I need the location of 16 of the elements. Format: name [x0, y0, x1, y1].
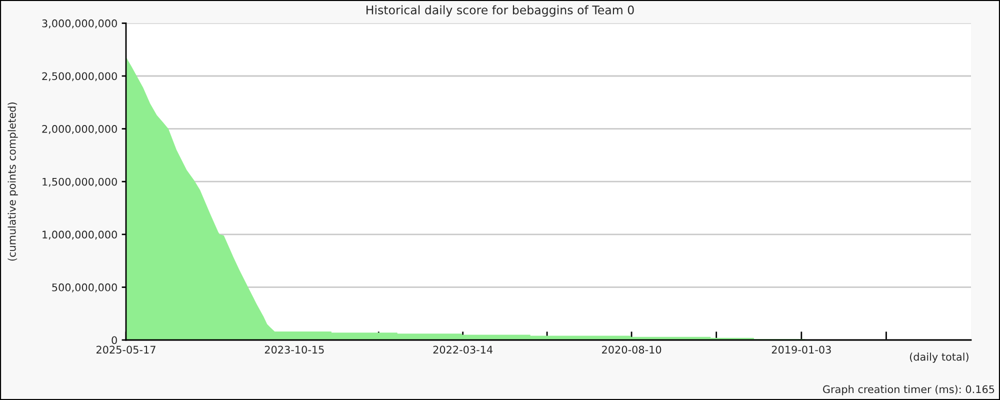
y-tick-label: 500,000,000 [52, 283, 117, 292]
x-axis-title: (daily total) [910, 352, 968, 363]
y-tick-label: 3,000,000,000 [42, 19, 117, 28]
x-tick-label: 2019-01-03 [772, 346, 831, 354]
text: Graph creation timer (ms): 0.165 [823, 385, 994, 396]
y-tick-label: 1,500,000,000 [42, 178, 117, 187]
y-axis-title: (cumulative points completed) [8, 102, 18, 261]
chart-title: Historical daily score for bebaggins of Team 0 [366, 5, 634, 17]
y-tick-label: 0 [112, 336, 117, 344]
y-tick-label: 2,500,000,000 [42, 72, 117, 82]
x-tick-label: 2023-10-15 [264, 346, 324, 354]
x-tick-label: 2022-03-14 [433, 346, 493, 354]
x-tick-label: 2020-08-10 [602, 346, 662, 354]
x-tick-label: 2025-05-17 [96, 346, 156, 354]
y-tick-label: 1,000,000,000 [42, 230, 117, 240]
y-tick-label: 2,000,000,000 [42, 125, 117, 134]
